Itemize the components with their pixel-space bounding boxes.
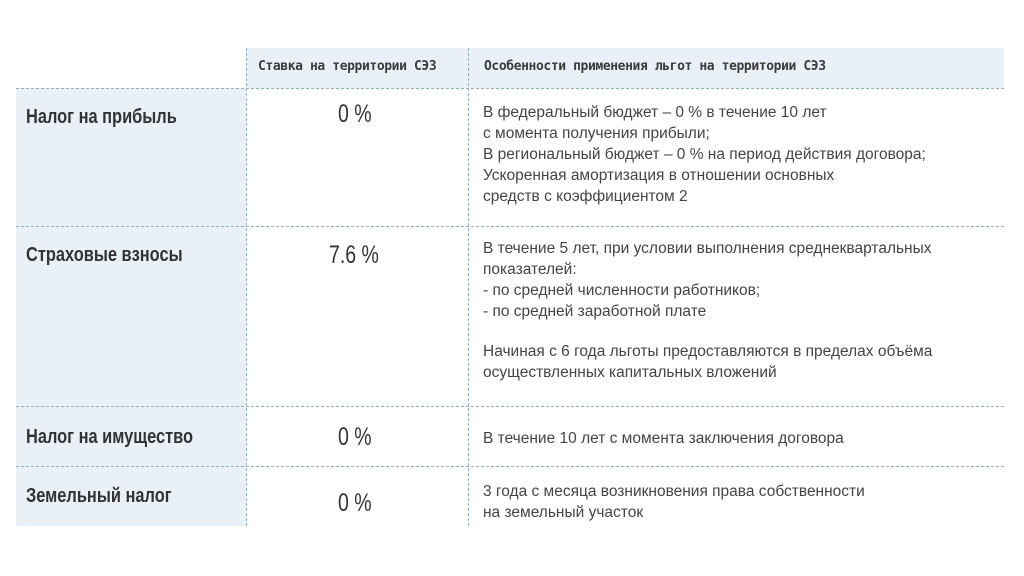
features-line: на земельный участок (483, 504, 644, 521)
row-divider (16, 466, 1004, 467)
features-line: средств с коэффициентом 2 (483, 188, 688, 205)
row-label-property-tax: Налог на имущество (26, 426, 194, 448)
rate-profit-tax: 0 % (338, 100, 372, 128)
features-line: осуществленных капитальных вложений (483, 364, 777, 381)
row-divider (16, 88, 1004, 89)
features-line: с момента получения прибыли; (483, 125, 710, 142)
rate-property-tax: 0 % (338, 423, 372, 451)
row-label-land-tax: Земельный налог (26, 485, 172, 507)
features-line: Начиная с 6 года льготы предоставляются … (483, 343, 933, 360)
row-label-insurance-contributions: Страховые взносы (26, 244, 183, 266)
features-line: - по средней численности работников; (483, 282, 761, 299)
row-divider (16, 406, 1004, 407)
header-band (246, 48, 1004, 88)
features-line: показателей: (483, 261, 577, 278)
features-line: В течение 10 лет с момента заключения до… (483, 430, 844, 447)
features-line: В федеральный бюджет – 0 % в течение 10 … (483, 104, 827, 121)
tax-benefits-table: Ставка на территории СЭЗ Особенности при… (16, 48, 1004, 526)
rate-insurance-contributions: 7.6 % (329, 241, 379, 269)
row-label-profit-tax: Налог на прибыль (26, 106, 177, 128)
row-divider (16, 226, 1004, 227)
column-divider (246, 48, 247, 526)
features-line: - по средней заработной плате (483, 303, 707, 320)
header-rate: Ставка на территории СЭЗ (258, 59, 437, 74)
column-divider (468, 48, 469, 526)
header-features: Особенности применения льгот на территор… (484, 59, 826, 74)
features-line: В региональный бюджет – 0 % на период де… (483, 146, 926, 163)
features-line: 3 года с месяца возникновения права собс… (483, 483, 865, 500)
features-profit-tax: В федеральный бюджет – 0 % в течение 10 … (483, 102, 926, 207)
rate-land-tax: 0 % (338, 489, 372, 517)
features-line (483, 322, 932, 341)
features-insurance-contributions: В течение 5 лет, при условии выполнения … (483, 238, 932, 383)
features-line: Ускоренная амортизация в отношении основ… (483, 167, 835, 184)
features-property-tax: В течение 10 лет с момента заключения до… (483, 428, 844, 449)
row-header-column (16, 88, 246, 526)
features-line: В течение 5 лет, при условии выполнения … (483, 240, 932, 257)
features-land-tax: 3 года с месяца возникновения права собс… (483, 481, 865, 523)
